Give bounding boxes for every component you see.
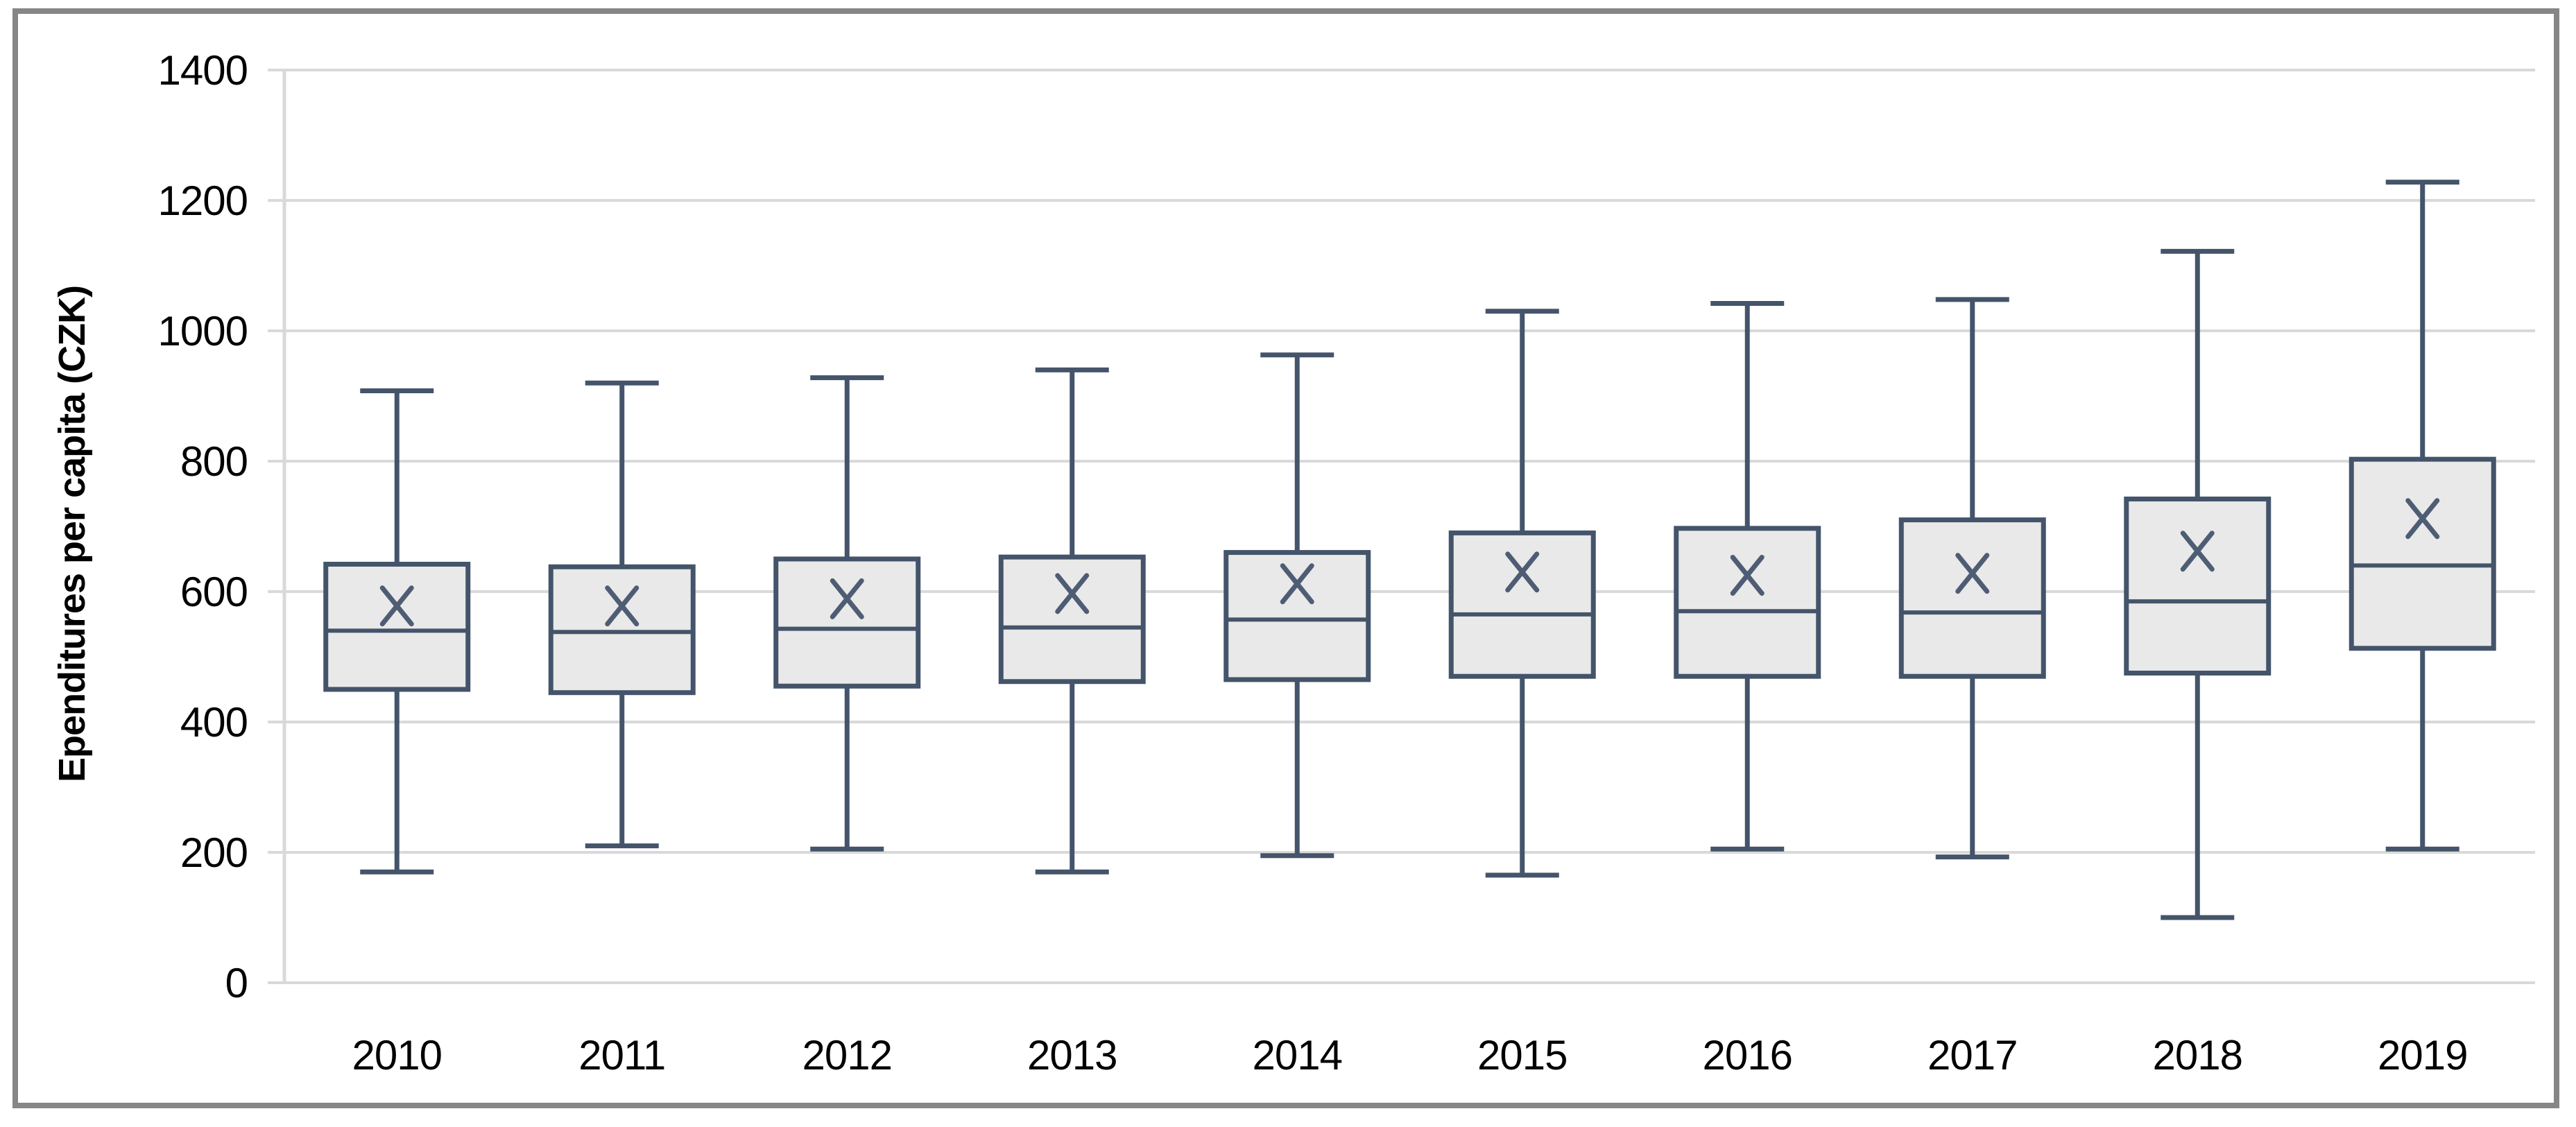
mean-marker-stroke [1955,553,1990,594]
iqr-box [1674,526,1821,679]
mean-marker-stroke [1505,551,1540,593]
y-tick-labels-group: 0 200 400 600 800 1000 1200 1400 [158,47,248,1006]
iqr-box [998,554,1146,685]
x-tick-label-2013: 2013 [1027,1032,1117,1078]
iqr-box [1898,517,2046,679]
iqr-box [1448,530,1596,679]
mean-marker-stroke [1280,563,1314,605]
iqr-box [1223,550,1371,682]
y-tick-label-1000: 1000 [158,308,248,354]
x-tick-label-2014: 2014 [1253,1032,1342,1078]
x-tick-label-2010: 2010 [352,1032,442,1078]
mean-marker-stroke [379,585,414,627]
boxplot-2016: 2016 [1674,301,1821,1078]
mean-marker-stroke [1730,555,1764,596]
y-tick-label-400: 400 [180,699,248,746]
x-tick-label-2016: 2016 [1703,1032,1792,1078]
boxplot-2010: 2010 [323,388,471,1078]
mean-marker-stroke [830,578,864,619]
y-tick-label-600: 600 [180,569,248,615]
boxplot-2012: 2012 [773,375,921,1078]
boxplot-2013: 2013 [998,367,1146,1078]
x-tick-label-2011: 2011 [578,1032,665,1078]
boxplot-2015: 2015 [1448,309,1596,1078]
x-tick-label-2017: 2017 [1927,1032,2017,1078]
boxplot-2018: 2018 [2124,248,2272,1078]
y-tick-label-1400: 1400 [158,47,248,94]
x-tick-label-2015: 2015 [1477,1032,1567,1078]
mean-marker-stroke [605,585,639,627]
x-tick-label-2012: 2012 [802,1032,892,1078]
boxplot-2017: 2017 [1898,297,2046,1078]
y-tick-label-1200: 1200 [158,178,248,224]
iqr-box [548,564,696,696]
y-tick-label-0: 0 [225,960,248,1006]
gridlines-group [268,69,2535,984]
boxplot-2019: 2019 [2349,180,2496,1078]
mean-marker-stroke [1055,573,1090,614]
boxplot-2014: 2014 [1223,352,1371,1078]
mean-marker-stroke [2405,498,2440,540]
boxplot-2011: 2011 [548,380,696,1078]
y-tick-label-800: 800 [180,438,248,485]
x-tick-label-2018: 2018 [2153,1032,2242,1078]
iqr-box [2124,497,2272,676]
iqr-box [2349,456,2496,651]
y-tick-label-200: 200 [180,829,248,876]
x-tick-label-2019: 2019 [2378,1032,2467,1078]
iqr-box [323,562,471,692]
mean-marker-stroke [2180,531,2215,572]
iqr-box [773,556,921,689]
